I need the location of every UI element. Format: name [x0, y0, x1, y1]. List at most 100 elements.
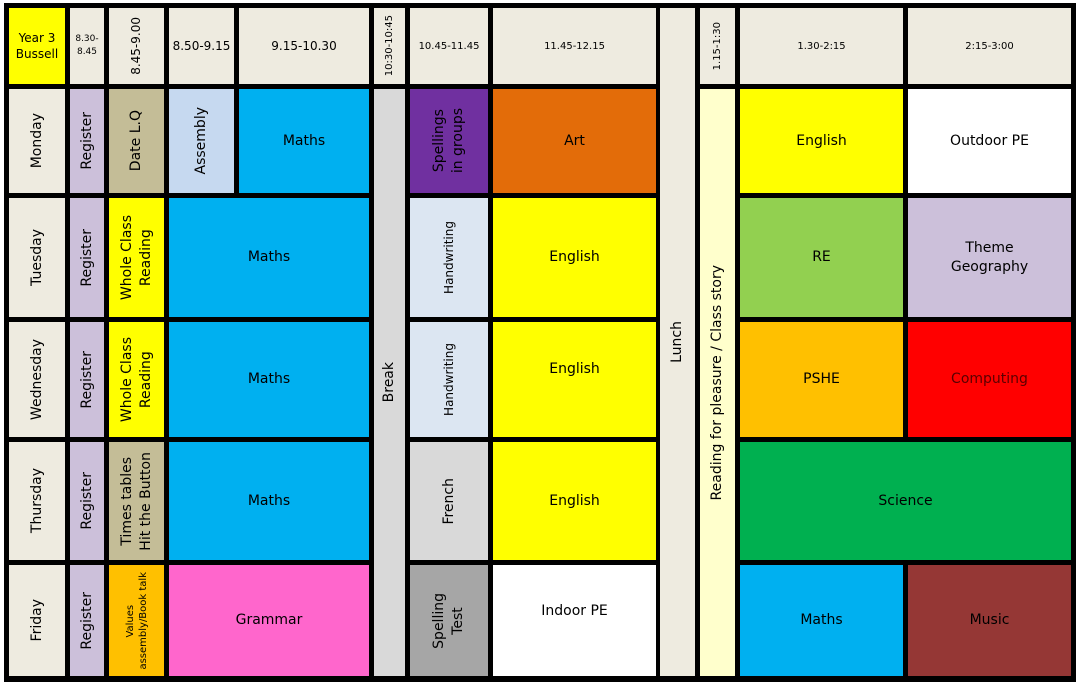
day-thursday: Thursday: [9, 442, 65, 560]
day-label: Friday: [28, 599, 45, 642]
day-label: Thursday: [28, 468, 45, 534]
lesson-label: Whole Class Reading: [118, 336, 154, 423]
time-header: 8.45-9.00: [109, 8, 164, 84]
lesson-cell: English: [493, 442, 656, 560]
time-label: 8.45-9.00: [129, 17, 144, 75]
lesson-label: English: [549, 361, 600, 377]
reading-column: Reading for pleasure / Class story: [700, 89, 735, 676]
lesson-label: Maths: [282, 132, 326, 149]
day-tuesday: Tuesday: [9, 198, 65, 317]
lesson-cell: PSHE: [740, 322, 903, 437]
time-label: 8.30- 8.45: [75, 33, 99, 58]
register-cell: Register: [70, 89, 104, 193]
lesson-cell: English: [740, 89, 903, 193]
lesson-label: Outdoor PE: [950, 132, 1029, 149]
break-label: Break: [381, 362, 398, 403]
lesson-cell: Computing: [908, 322, 1071, 437]
day-label: Monday: [28, 113, 45, 169]
lesson-label: Register: [78, 228, 95, 287]
lesson-label: Spelling Test: [431, 592, 466, 649]
time-header: 8.50-9.15: [169, 8, 234, 84]
lesson-label: Register: [78, 112, 95, 170]
time-label: 10.45-11.45: [418, 40, 480, 52]
lesson-cell: Whole Class Reading: [109, 322, 164, 437]
class-label-text: Year 3 Bussell: [15, 30, 59, 61]
lesson-cell: Maths: [169, 322, 369, 437]
time-header: 10:30-10:45: [374, 8, 405, 84]
lesson-label: Theme Geography: [950, 239, 1029, 275]
lesson-cell: Maths: [740, 565, 903, 676]
lesson-label: French: [440, 477, 457, 525]
lesson-label: Maths: [247, 492, 291, 509]
lesson-label: Handwriting: [441, 221, 456, 294]
lesson-cell: English: [493, 198, 656, 317]
time-label: 11.45-12.15: [544, 40, 605, 52]
lesson-label: Maths: [800, 612, 843, 629]
lesson-label: Spellings in groups: [431, 108, 466, 174]
lesson-label: RE: [812, 249, 831, 266]
lesson-label: English: [549, 249, 600, 266]
lesson-cell: Maths: [169, 442, 369, 560]
lesson-label: Computing: [951, 371, 1028, 388]
lesson-cell: Indoor PE: [493, 565, 656, 676]
lesson-cell: Values assembly/Book talk: [109, 565, 164, 676]
lesson-cell: Outdoor PE: [908, 89, 1071, 193]
lesson-label: Assembly: [193, 107, 210, 175]
lesson-cell: Science: [740, 442, 1071, 560]
lunch-label: Lunch: [669, 321, 686, 363]
lesson-label: Maths: [247, 371, 291, 388]
lesson-cell: Maths: [169, 198, 369, 317]
lesson-cell: Handwriting: [410, 322, 488, 437]
lesson-cell: Spellings in groups: [410, 89, 488, 193]
time-header: 8.30- 8.45: [70, 8, 104, 84]
time-label: 8.50-9.15: [172, 38, 231, 53]
time-label: 10:30-10:45: [384, 15, 395, 77]
lesson-label: English: [549, 492, 600, 509]
break-column: Break: [374, 89, 405, 676]
lesson-cell: RE: [740, 198, 903, 317]
lesson-label: Science: [878, 492, 933, 509]
reading-label: Reading for pleasure / Class story: [709, 264, 726, 501]
lesson-label: Register: [78, 591, 95, 650]
time-label: 2:15-3:00: [965, 40, 1014, 52]
time-header: 1.30-2:15: [740, 8, 903, 84]
lesson-cell: Handwriting: [410, 198, 488, 317]
lesson-cell: Maths: [239, 89, 369, 193]
lesson-label: Times tables Hit the Button: [118, 451, 154, 551]
time-header: 9.15-10.30: [239, 8, 369, 84]
day-friday: Friday: [9, 565, 65, 676]
lesson-label: Maths: [247, 249, 291, 266]
register-cell: Register: [70, 442, 104, 560]
lesson-cell: Art: [493, 89, 656, 193]
lesson-cell: Times tables Hit the Button: [109, 442, 164, 560]
lesson-cell: French: [410, 442, 488, 560]
lesson-cell: Spelling Test: [410, 565, 488, 676]
lesson-label: Indoor PE: [541, 603, 608, 619]
time-header: 11.45-12.15: [493, 8, 656, 84]
time-label: 9.15-10.30: [271, 38, 337, 53]
lesson-cell: Date L.Q: [109, 89, 164, 193]
lunch-column: Lunch: [660, 8, 695, 676]
register-cell: Register: [70, 322, 104, 437]
lesson-label: Handwriting: [441, 343, 456, 416]
day-monday: Monday: [9, 89, 65, 193]
lesson-cell: Music: [908, 565, 1071, 676]
time-header: 10.45-11.45: [410, 8, 488, 84]
time-label: 1.30-2:15: [797, 40, 846, 52]
lesson-label: PSHE: [803, 371, 840, 388]
lesson-cell: Theme Geography: [908, 198, 1071, 317]
lesson-label: English: [796, 132, 847, 149]
register-cell: Register: [70, 565, 104, 676]
lesson-cell: Assembly: [169, 89, 234, 193]
time-label: 1.15-1:30: [712, 21, 723, 71]
time-header: 1.15-1:30: [700, 8, 735, 84]
lesson-label: Whole Class Reading: [118, 214, 154, 301]
lesson-label: Register: [78, 472, 95, 530]
lesson-label: Grammar: [235, 612, 303, 629]
day-label: Tuesday: [28, 229, 45, 286]
day-wednesday: Wednesday: [9, 322, 65, 437]
lesson-label: Music: [969, 612, 1010, 629]
time-header: 2:15-3:00: [908, 8, 1071, 84]
lesson-label: Date L.Q: [128, 110, 145, 172]
class-label: Year 3 Bussell: [9, 8, 65, 84]
